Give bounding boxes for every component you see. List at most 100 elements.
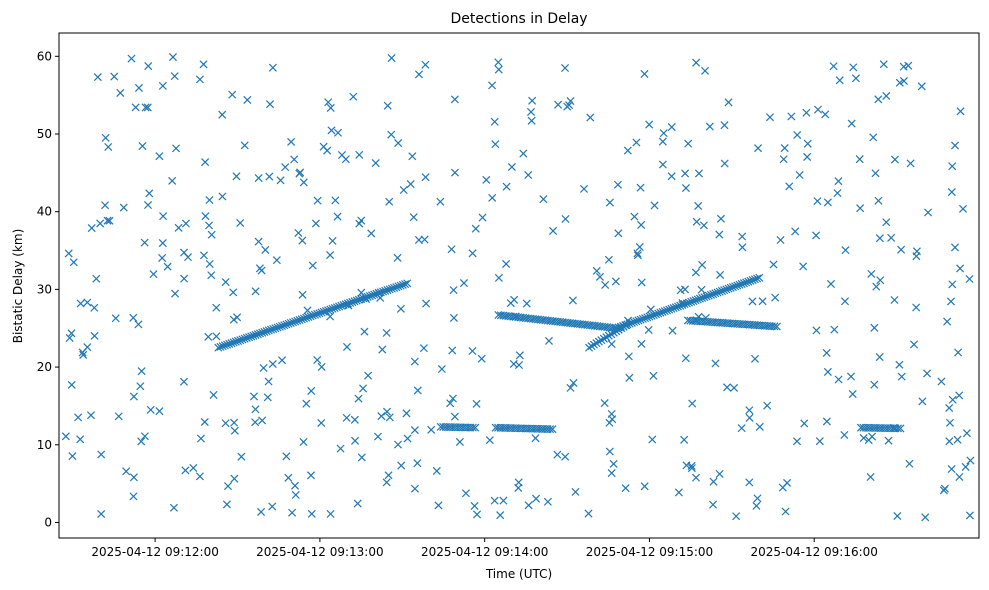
data-point <box>515 351 524 360</box>
data-point <box>645 120 654 129</box>
data-point <box>889 423 898 432</box>
data-point <box>658 137 667 146</box>
data-point <box>271 324 280 333</box>
data-point <box>478 213 487 222</box>
data-point <box>689 297 698 306</box>
data-point <box>859 433 868 443</box>
data-point <box>93 73 102 82</box>
data-point <box>692 58 701 67</box>
data-point <box>83 343 92 352</box>
data-point <box>294 228 303 237</box>
data-point <box>813 105 823 114</box>
data-point <box>419 344 428 353</box>
data-point <box>249 331 258 340</box>
data-point <box>605 418 614 427</box>
y-tick-label: 60 <box>37 49 52 63</box>
data-point <box>220 341 229 350</box>
data-point <box>609 459 618 468</box>
data-point <box>948 162 957 171</box>
data-point <box>468 249 477 258</box>
data-point <box>321 306 330 316</box>
data-point <box>711 359 720 368</box>
data-point <box>700 293 709 302</box>
data-point <box>665 305 674 314</box>
data-point <box>201 212 210 221</box>
data-point <box>69 258 78 267</box>
data-point <box>681 354 690 363</box>
data-point <box>755 422 764 431</box>
data-point <box>745 413 754 422</box>
data-point <box>744 277 753 286</box>
data-point <box>793 130 802 139</box>
data-point <box>396 281 405 290</box>
data-point <box>887 233 896 242</box>
data-point <box>306 471 316 480</box>
data-point <box>627 318 636 327</box>
data-point <box>601 280 610 289</box>
data-point <box>637 339 646 348</box>
data-point <box>477 354 486 363</box>
data-point <box>341 155 350 164</box>
data-point <box>730 383 739 392</box>
data-point <box>715 469 724 478</box>
data-point <box>280 321 289 330</box>
data-point <box>223 482 233 491</box>
data-point <box>739 279 748 288</box>
data-point <box>954 348 963 357</box>
data-point <box>350 297 359 306</box>
data-point <box>427 425 436 434</box>
data-point <box>397 461 406 470</box>
data-point <box>92 274 101 283</box>
data-point <box>196 434 205 443</box>
data-point <box>67 329 76 338</box>
data-point <box>382 328 391 337</box>
data-point <box>409 213 418 222</box>
data-point <box>841 246 850 255</box>
data-point <box>691 296 700 305</box>
data-point <box>307 386 316 395</box>
data-point <box>468 423 477 432</box>
data-point <box>201 158 210 167</box>
data-point <box>953 435 962 444</box>
data-point <box>310 310 319 319</box>
data-point <box>471 224 480 233</box>
data-point <box>673 302 683 311</box>
data-point <box>258 328 267 337</box>
data-point <box>961 462 970 471</box>
data-point <box>600 399 609 408</box>
data-point <box>155 152 164 161</box>
data-point <box>539 195 548 204</box>
data-point <box>179 248 189 257</box>
data-point <box>490 117 499 126</box>
data-point <box>410 484 420 493</box>
data-point <box>399 186 408 195</box>
data-point <box>522 299 531 308</box>
data-point <box>408 152 417 161</box>
data-point <box>368 291 377 300</box>
data-point <box>410 357 419 366</box>
data-point <box>394 139 403 148</box>
data-point <box>291 317 300 326</box>
data-point <box>295 315 304 325</box>
data-point <box>212 332 221 341</box>
data-point <box>905 459 914 468</box>
data-point <box>569 378 578 387</box>
data-point <box>351 436 360 445</box>
data-point <box>716 214 725 223</box>
data-point <box>225 339 234 348</box>
data-point <box>965 511 974 520</box>
data-point <box>616 322 625 331</box>
data-point <box>899 76 908 86</box>
data-point <box>519 149 528 158</box>
data-point <box>299 178 308 187</box>
data-point <box>470 501 479 510</box>
data-point <box>114 412 123 421</box>
data-point <box>83 298 92 307</box>
data-point <box>373 432 382 441</box>
data-point <box>717 286 726 295</box>
data-point <box>709 290 718 299</box>
data-point <box>449 313 458 322</box>
data-point <box>468 346 477 356</box>
data-point <box>667 304 676 313</box>
